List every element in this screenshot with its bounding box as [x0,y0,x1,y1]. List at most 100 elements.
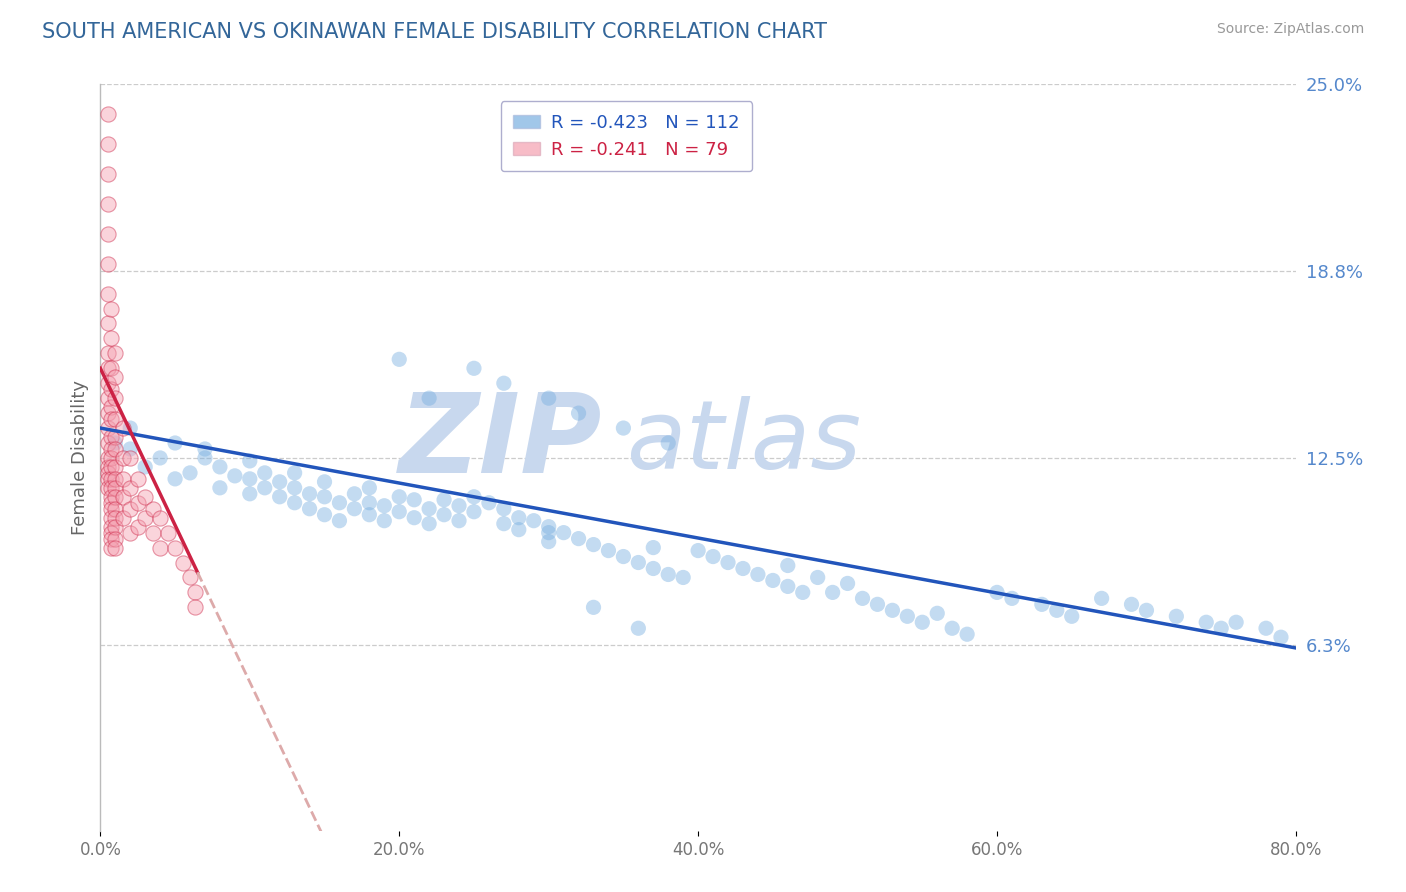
Point [97,361,120,376]
Point [142,501,165,516]
Point [208,459,231,474]
Point [1031,598,1053,612]
Point [100,382,122,396]
Point [172,556,194,570]
Point [120,450,142,465]
Point [1225,615,1247,630]
Point [253,466,276,480]
Point [100,459,122,474]
Point [100,450,122,465]
Point [627,556,650,570]
Point [284,496,307,510]
Point [284,466,307,480]
Point [553,525,575,540]
Point [492,501,515,516]
Point [1135,603,1157,617]
Point [104,391,127,405]
Point [239,487,262,501]
Point [100,541,122,555]
Point [508,510,530,524]
Point [104,481,127,495]
Point [97,459,120,474]
Point [643,541,665,555]
Point [100,510,122,524]
Point [104,370,127,384]
Point [612,421,634,435]
Point [388,505,411,519]
Point [1211,621,1233,635]
Point [165,541,187,555]
Point [97,376,120,391]
Point [269,490,291,504]
Point [447,499,470,513]
Point [100,442,122,456]
Point [100,525,122,540]
Point [537,519,560,533]
Point [179,570,201,584]
Point [492,376,515,391]
Point [537,534,560,549]
Point [343,501,366,516]
Point [568,532,591,546]
Point [104,490,127,504]
Point [447,514,470,528]
Text: Source: ZipAtlas.com: Source: ZipAtlas.com [1216,22,1364,37]
Point [97,406,120,420]
Point [149,450,172,465]
Point [492,516,515,531]
Point [134,459,156,474]
Point [508,523,530,537]
Point [239,472,262,486]
Point [314,490,336,504]
Point [134,490,156,504]
Point [97,450,120,465]
Point [104,519,127,533]
Point [359,496,381,510]
Point [986,585,1008,599]
Point [111,490,134,504]
Text: ZIP: ZIP [399,390,603,497]
Point [328,514,350,528]
Point [537,391,560,405]
Point [433,492,456,507]
Point [821,585,844,599]
Point [97,227,120,241]
Point [1001,591,1024,606]
Point [100,532,122,546]
Point [612,549,634,564]
Point [373,499,395,513]
Point [463,361,485,376]
Point [100,490,122,504]
Point [582,538,605,552]
Point [97,436,120,450]
Point [127,519,149,533]
Point [179,466,201,480]
Point [104,412,127,426]
Point [643,561,665,575]
Point [537,525,560,540]
Point [127,496,149,510]
Point [314,508,336,522]
Point [149,510,172,524]
Point [97,481,120,495]
Point [111,472,134,486]
Point [269,475,291,489]
Point [97,391,120,405]
Point [100,481,122,495]
Point [657,567,679,582]
Point [463,505,485,519]
Point [100,430,122,444]
Point [657,436,679,450]
Point [1121,598,1143,612]
Point [100,412,122,426]
Point [97,421,120,435]
Point [359,481,381,495]
Point [120,442,142,456]
Point [97,197,120,211]
Point [104,459,127,474]
Point [239,454,262,468]
Point [100,301,122,316]
Point [100,400,122,414]
Point [100,501,122,516]
Point [776,558,799,573]
